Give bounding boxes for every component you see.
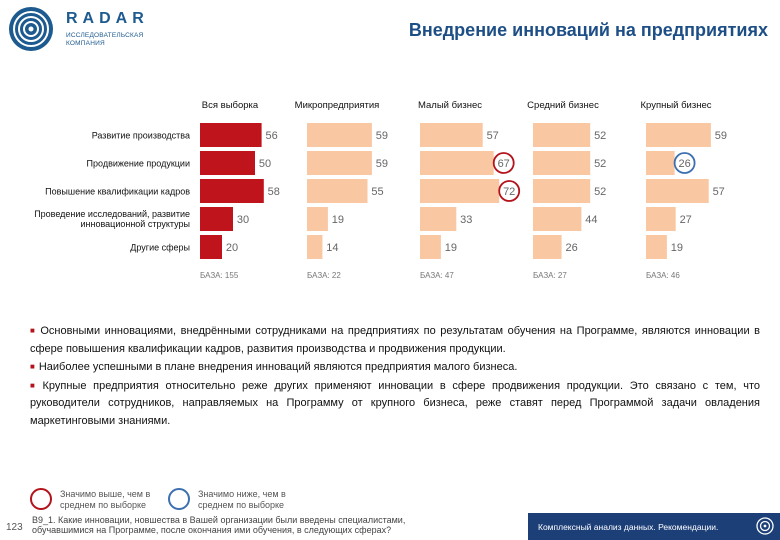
finding-item: ■ Основными инновациями, внедрёнными сотр… [30,325,760,355]
findings-list: ■ Основными инновациями, внедрёнными сотр… [30,322,760,430]
data-label: 59 [376,130,388,142]
category-label: Развитие производства [92,131,190,141]
category-label: Повышение квалификации кадров [45,187,190,197]
bar [420,207,457,231]
data-label: 44 [585,214,597,226]
blue-circle-icon [168,488,190,510]
significance-low-marker [673,152,696,174]
bar [200,235,222,259]
bar [307,235,323,259]
footer-bar: Комплексный анализ данных. Рекомендации. [528,513,780,540]
survey-question: B9_1. Какие инновации, новшества в Вашей… [32,515,406,535]
red-circle-icon [30,488,52,510]
data-label: 57 [487,130,499,142]
data-label: 30 [237,214,249,226]
series-header: Малый бизнес [418,100,482,111]
data-label: 72 [503,186,515,198]
bar [307,151,372,175]
data-label: 59 [715,130,727,142]
base-label: БАЗА: 46 [646,271,680,280]
data-label: 27 [680,214,692,226]
bar [307,123,372,147]
data-label: 19 [332,214,344,226]
bar [646,151,675,175]
category-label: Продвижение продукции [87,159,190,169]
radar-small-icon [756,517,774,535]
data-label: 52 [594,130,606,142]
data-label: 20 [226,242,238,254]
page-title: Внедрение инноваций на предприятиях [408,20,768,40]
bar [200,123,262,147]
bar [646,123,711,147]
bar [533,123,591,147]
innovation-bar-chart: Развитие производства Продвижение продукц… [34,100,727,280]
data-label: 50 [259,158,271,170]
category-label: Проведение исследований, развитие инновац… [34,209,190,229]
bar [533,207,582,231]
bullet-icon: ■ [30,326,37,335]
bar [533,235,562,259]
significance-high-marker [498,180,521,202]
data-label: 14 [326,242,338,254]
bar [646,179,709,203]
series-header: Крупный бизнес [640,100,711,111]
base-label: БАЗА: 47 [420,271,454,280]
data-label: 59 [376,158,388,170]
data-label: 55 [371,186,383,198]
series-header: Вся выборка [202,100,259,111]
data-label: 67 [498,158,510,170]
bar [533,151,591,175]
data-label: 26 [565,242,577,254]
series-header: Микропредприятия [295,100,380,111]
data-label: 19 [445,242,457,254]
base-label: БАЗА: 22 [307,271,341,280]
bar [646,235,667,259]
bar [307,179,368,203]
significance-high-marker [492,152,515,174]
bullet-icon: ■ [30,362,35,371]
data-label: 56 [265,130,277,142]
legend-label: среднем по выборке [198,500,285,510]
page-number: 123 [6,522,23,533]
finding-item: ■ Наиболее успешными в плане внедрения ин… [30,361,518,373]
legend-label: Значимо ниже, чем в [198,489,286,499]
bullet-icon: ■ [30,380,39,390]
finding-item: ■ Крупные предприятия относительно реже д… [30,379,760,427]
bar [200,207,233,231]
data-label: 58 [268,186,280,198]
data-label: 57 [713,186,725,198]
bar [420,123,483,147]
bar [646,207,676,231]
category-label: Другие сферы [130,243,190,253]
legend-label: среднем по выборке [60,500,147,510]
bar [420,179,500,203]
logo-title: RADAR [66,10,149,27]
data-label: 52 [594,186,606,198]
radar-logo-icon [9,7,53,51]
bar [307,207,328,231]
bar [200,151,255,175]
legend-label: Значимо выше, чем в [60,489,151,499]
logo-subtitle: КОМПАНИЯ [66,40,105,47]
data-label: 33 [460,214,472,226]
data-label: 19 [671,242,683,254]
bar [420,151,494,175]
series-header: Средний бизнес [527,100,599,111]
base-label: БАЗА: 155 [200,271,239,280]
company-logo: RADAR ИССЛЕДОВАТЕЛЬСКАЯ КОМПАНИЯ [8,6,168,56]
logo-subtitle: ИССЛЕДОВАТЕЛЬСКАЯ [66,32,144,39]
base-label: БАЗА: 27 [533,271,567,280]
bar [533,179,591,203]
data-label: 26 [678,158,690,170]
data-label: 52 [594,158,606,170]
bar [200,179,264,203]
footer-caption: Комплексный анализ данных. Рекомендации. [538,522,719,532]
bar [420,235,441,259]
